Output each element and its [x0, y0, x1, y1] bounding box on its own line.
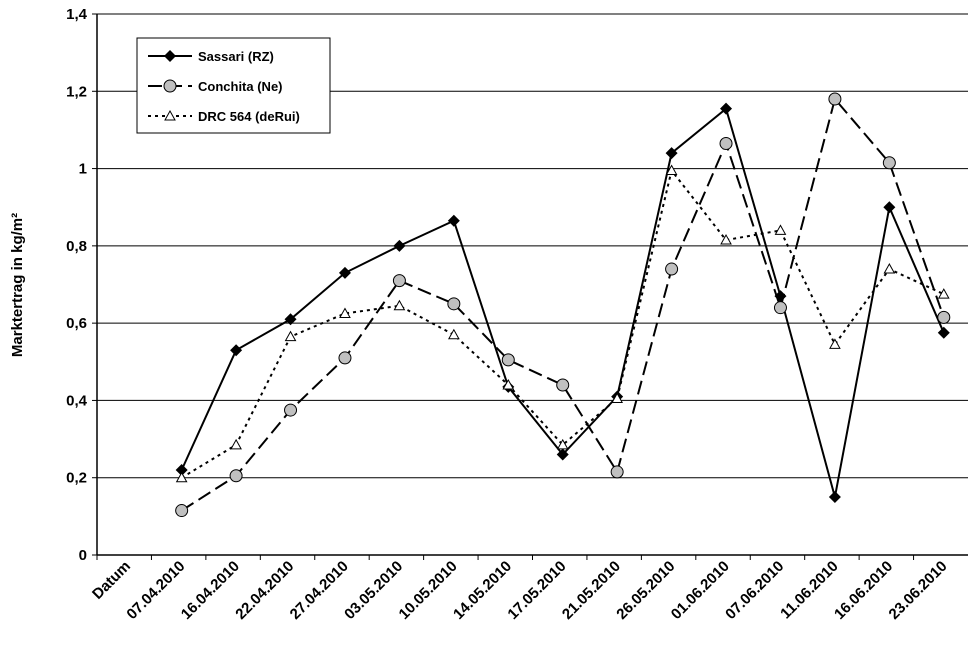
marker: [175, 471, 188, 483]
y-tick-label: 0: [79, 547, 87, 564]
marker: [447, 297, 461, 311]
marker: [556, 378, 570, 392]
marker: [720, 234, 732, 245]
marker: [665, 164, 678, 176]
marker: [338, 266, 351, 279]
marker: [610, 465, 624, 479]
marker: [392, 274, 406, 288]
marker: [937, 310, 951, 324]
marker: [937, 326, 950, 339]
x-tick-label: Datum: [89, 558, 134, 603]
marker: [829, 338, 841, 349]
marker: [284, 313, 297, 326]
marker: [163, 79, 177, 93]
marker: [774, 224, 787, 235]
y-tick-label: 0,8: [66, 238, 87, 255]
marker: [338, 351, 352, 365]
marker: [883, 263, 896, 274]
marker: [393, 299, 406, 311]
series-line: [181, 96, 945, 512]
marker: [230, 438, 242, 450]
y-tick-label: 0,6: [66, 315, 87, 332]
marker: [175, 504, 189, 518]
marker: [882, 156, 896, 170]
y-tick-label: 1,2: [66, 83, 87, 100]
legend-label: Conchita (Ne): [198, 79, 283, 94]
marker: [175, 463, 188, 476]
y-tick-label: 1: [79, 161, 87, 178]
x-tick-label: 07.06.2010: [722, 558, 787, 623]
y-axis-label: Marktertrag in kg/m²: [9, 213, 26, 357]
marker: [339, 307, 351, 318]
marker: [447, 328, 460, 340]
marker: [556, 448, 569, 461]
marker: [665, 262, 679, 276]
marker: [719, 136, 733, 150]
series-line: [180, 106, 945, 498]
marker: [284, 403, 298, 417]
y-tick-label: 0,2: [66, 470, 87, 487]
marker: [447, 214, 460, 227]
marker: [720, 102, 733, 115]
marker: [164, 50, 176, 62]
marker: [230, 344, 243, 357]
marker: [393, 239, 406, 252]
marker: [883, 201, 896, 214]
y-tick-label: 0,4: [66, 392, 88, 409]
marker: [229, 469, 243, 483]
marker: [937, 288, 950, 299]
marker: [665, 147, 678, 160]
x-tick-label: 23.06.2010: [886, 558, 951, 623]
marker: [556, 438, 569, 450]
marker: [773, 301, 787, 315]
marker: [284, 330, 297, 342]
legend-label: DRC 564 (deRui): [198, 109, 300, 124]
marker: [501, 353, 515, 367]
marker: [828, 92, 842, 106]
y-tick-label: 1,4: [66, 6, 88, 23]
series-line: [181, 168, 945, 479]
legend-label: Sassari (RZ): [198, 49, 274, 64]
marker: [828, 491, 841, 504]
marker: [611, 392, 624, 403]
marker: [164, 109, 176, 121]
marker: [502, 378, 515, 390]
